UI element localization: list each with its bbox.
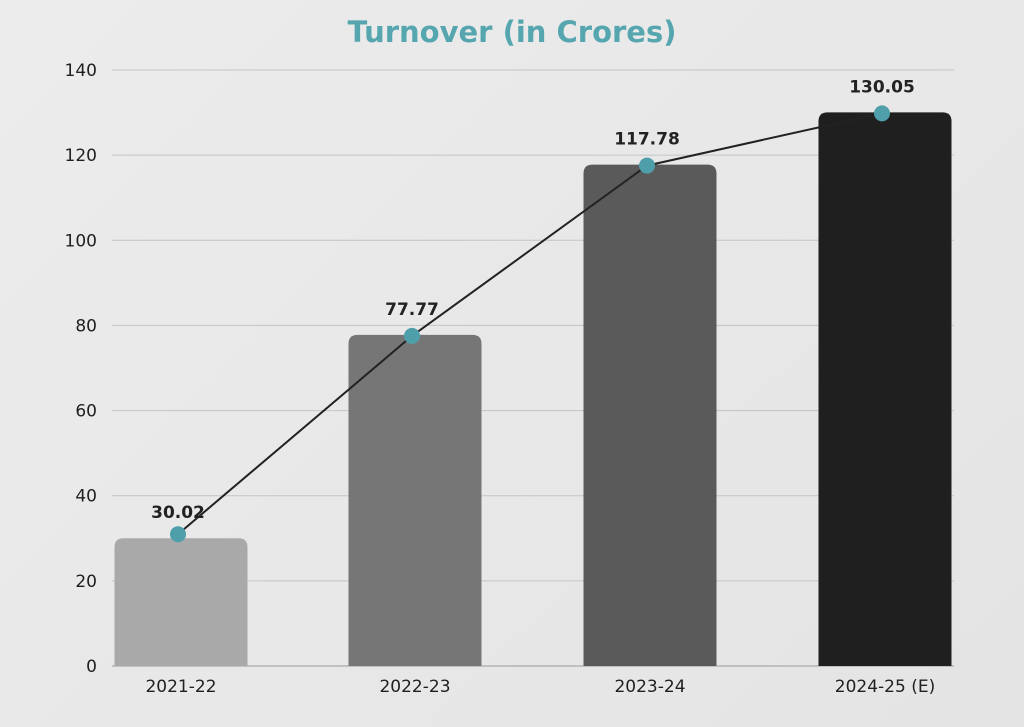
x-tick-label: 2024-25 (E): [835, 677, 935, 697]
y-tick-label: 140: [65, 61, 97, 81]
y-tick-label: 40: [75, 487, 97, 507]
x-tick-label: 2022-23: [379, 677, 450, 697]
y-tick-label: 120: [65, 146, 97, 166]
chart-title: Turnover (in Crores): [347, 15, 676, 49]
x-tick-label: 2023-24: [614, 677, 685, 697]
y-tick-label: 0: [86, 657, 97, 677]
data-label: 130.05: [849, 77, 915, 97]
y-tick-label: 60: [75, 402, 97, 422]
y-tick-label: 80: [75, 316, 97, 336]
data-label: 77.77: [385, 300, 439, 320]
line-marker: [170, 526, 186, 543]
line-marker: [639, 157, 655, 174]
bar: [583, 164, 717, 666]
x-tick-label: 2021-22: [145, 677, 216, 697]
bar: [818, 112, 952, 666]
data-label: 30.02: [151, 503, 205, 523]
bar: [348, 334, 482, 666]
y-tick-label: 100: [65, 231, 97, 251]
line-marker: [404, 327, 420, 344]
bar: [114, 538, 248, 666]
trend-line: [177, 112, 883, 535]
data-label: 117.78: [614, 130, 680, 150]
line-marker: [874, 105, 890, 122]
y-tick-label: 20: [75, 572, 97, 592]
